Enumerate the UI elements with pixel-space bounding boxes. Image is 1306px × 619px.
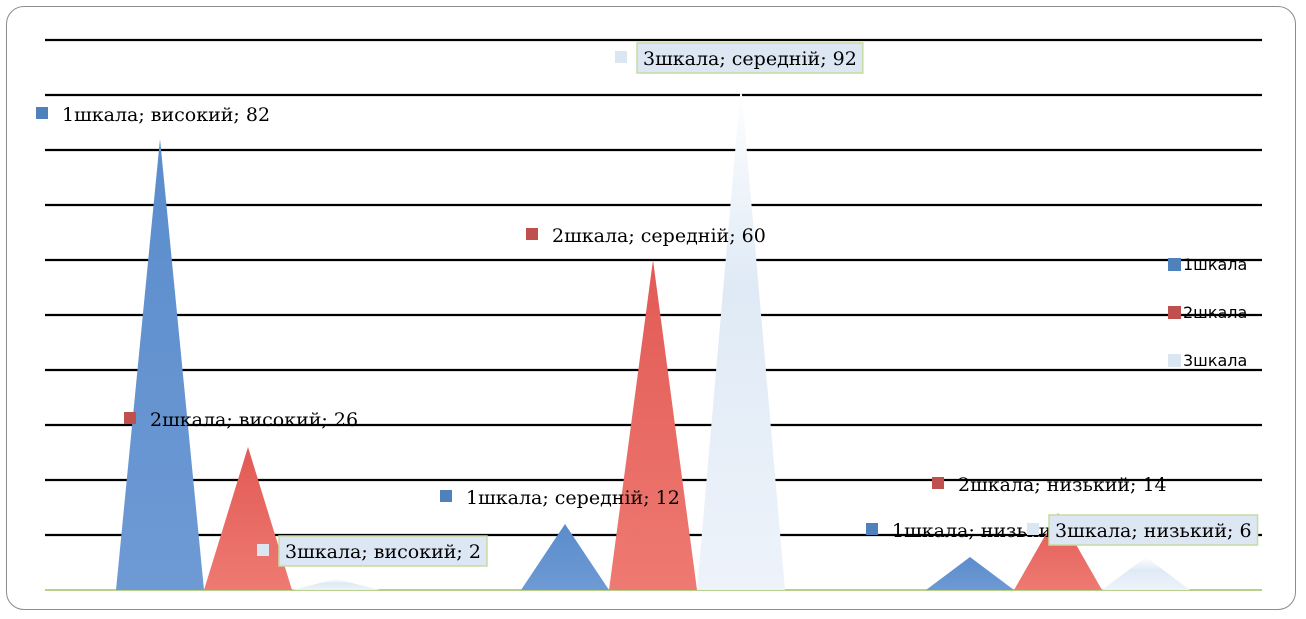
data-label-text: 1шкала; середній; 12 <box>466 487 680 509</box>
data-label: 2шкала; середній; 60 <box>526 225 766 247</box>
data-label: 3шкала; високий; 2 <box>257 535 488 567</box>
legend-swatch <box>1168 354 1181 367</box>
data-label: 3шкала; низький; 6 <box>1027 514 1259 546</box>
data-label-marker <box>526 228 538 240</box>
legend-item-3шкала: 3шкала <box>1168 351 1247 370</box>
data-label-text: 1шкала; високий; 82 <box>62 104 270 126</box>
legend-item-2шкала: 2шкала <box>1168 303 1247 322</box>
data-label-marker <box>1027 523 1039 535</box>
data-label-marker <box>866 523 878 535</box>
data-label-text: 3шкала; низький; 6 <box>1055 520 1252 542</box>
data-label-marker <box>615 51 627 63</box>
data-label-marker <box>257 544 269 556</box>
data-label: 2шкала; високий; 26 <box>124 409 358 431</box>
data-label: 3шкала; середній; 92 <box>615 42 864 74</box>
data-label-box <box>636 42 864 74</box>
legend-swatch <box>1168 306 1181 319</box>
data-label-marker <box>440 490 452 502</box>
bar-2шкала-низький <box>1014 513 1102 590</box>
bar-2шкала-середній <box>609 260 697 590</box>
legend-label: 3шкала <box>1183 351 1247 370</box>
data-label: 1шкала; низький; 6 <box>866 520 1089 542</box>
legend-item-1шкала: 1шкала <box>1168 255 1247 274</box>
data-label-text: 3шкала; високий; 2 <box>285 541 481 563</box>
legend-swatch <box>1168 258 1181 271</box>
bar-3шкала-середній <box>697 84 785 590</box>
bar-1шкала-низький <box>926 557 1014 590</box>
data-label-text: 1шкала; низький; 6 <box>892 520 1089 542</box>
data-label: 1шкала; середній; 12 <box>440 487 680 509</box>
data-label-marker <box>36 107 48 119</box>
data-label-text: 3шкала; середній; 92 <box>643 48 857 70</box>
data-label-marker <box>932 477 944 489</box>
legend-label: 1шкала <box>1183 255 1247 274</box>
bar-1шкала-високий <box>116 139 204 590</box>
bar-2шкала-високий <box>204 447 292 590</box>
data-label-box <box>1048 514 1259 546</box>
bar-1шкала-середній <box>521 524 609 590</box>
data-label-text: 2шкала; низький; 14 <box>958 474 1167 496</box>
bar-3шкала-високий <box>292 579 380 590</box>
bar-3шкала-низький <box>1102 557 1190 590</box>
data-label-box <box>278 535 488 567</box>
data-label-marker <box>124 412 136 424</box>
data-label: 1шкала; високий; 82 <box>36 104 270 126</box>
data-label-text: 2шкала; високий; 26 <box>150 409 358 431</box>
data-label-text: 2шкала; середній; 60 <box>552 225 766 247</box>
data-label: 2шкала; низький; 14 <box>932 474 1167 496</box>
legend-label: 2шкала <box>1183 303 1247 322</box>
